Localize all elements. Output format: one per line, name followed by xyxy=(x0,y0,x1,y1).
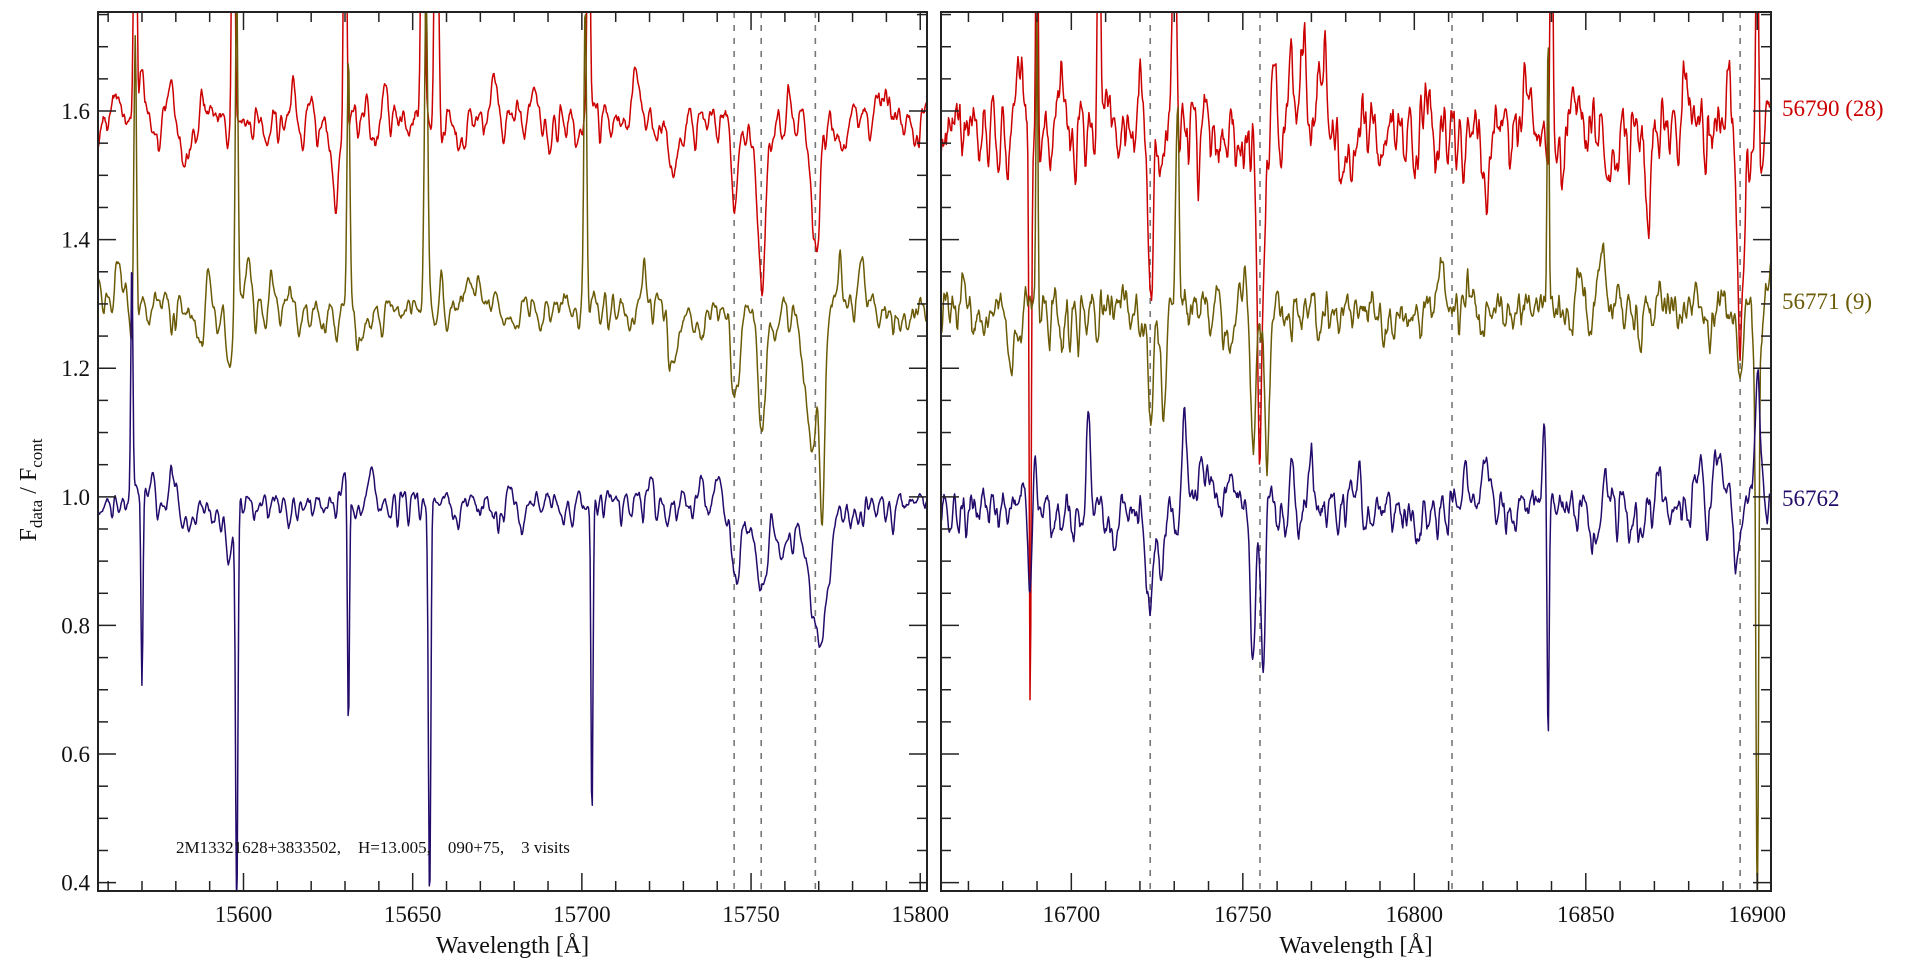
x-tick-label: 16800 xyxy=(1386,902,1444,927)
series-label-56762: 56762 xyxy=(1782,486,1840,511)
y-axis-title: Fdata / Fcont xyxy=(16,438,46,541)
x-tick-label: 15700 xyxy=(553,902,611,927)
x-tick-label: 15650 xyxy=(384,902,442,927)
plot-frame xyxy=(940,11,1772,892)
x-tick-label: 15800 xyxy=(891,902,949,927)
y-tick-label: 1.4 xyxy=(61,228,90,253)
x-axis-title: Wavelength [Å] xyxy=(1279,933,1432,959)
annotation-text: 2M13321628+3833502, H=13.005, 090+75, 3 … xyxy=(176,838,570,857)
x-axis-title: Wavelength [Å] xyxy=(436,933,589,959)
y-tick-label: 0.4 xyxy=(61,871,90,896)
panel-1: 15600 15650 15700 15750 15800 Wavelength [Å] 0… xyxy=(61,11,949,959)
y-tick-label: 1.6 xyxy=(61,99,90,124)
y-tick-label: 0.8 xyxy=(61,613,90,638)
spectrum-56790 xyxy=(941,12,1771,701)
x-tick-label: 16700 xyxy=(1043,902,1101,927)
x-tick-label: 16850 xyxy=(1557,902,1615,927)
panel-2: 16700 16750 16800 16850 16900 Wavelength [Å] xyxy=(940,11,1787,959)
y-tick-label: 1.0 xyxy=(61,485,90,510)
series-label-56790: 56790 (28) xyxy=(1782,96,1884,121)
y-tick-label: 0.6 xyxy=(61,742,90,767)
y-tick-label: 1.2 xyxy=(61,356,90,381)
x-tick-label: 15750 xyxy=(722,902,780,927)
series-label-56771: 56771 (9) xyxy=(1782,289,1872,314)
spectrum-56790 xyxy=(98,12,927,297)
x-tick-label: 15600 xyxy=(215,902,273,927)
spectrum-56771 xyxy=(941,17,1771,891)
spectrum-56762 xyxy=(941,369,1771,732)
x-tick-label: 16900 xyxy=(1729,902,1787,927)
spectrum-56762 xyxy=(98,272,927,891)
plot-frame xyxy=(97,11,928,892)
spectrum-56771 xyxy=(98,12,927,526)
x-tick-label: 16750 xyxy=(1214,902,1272,927)
